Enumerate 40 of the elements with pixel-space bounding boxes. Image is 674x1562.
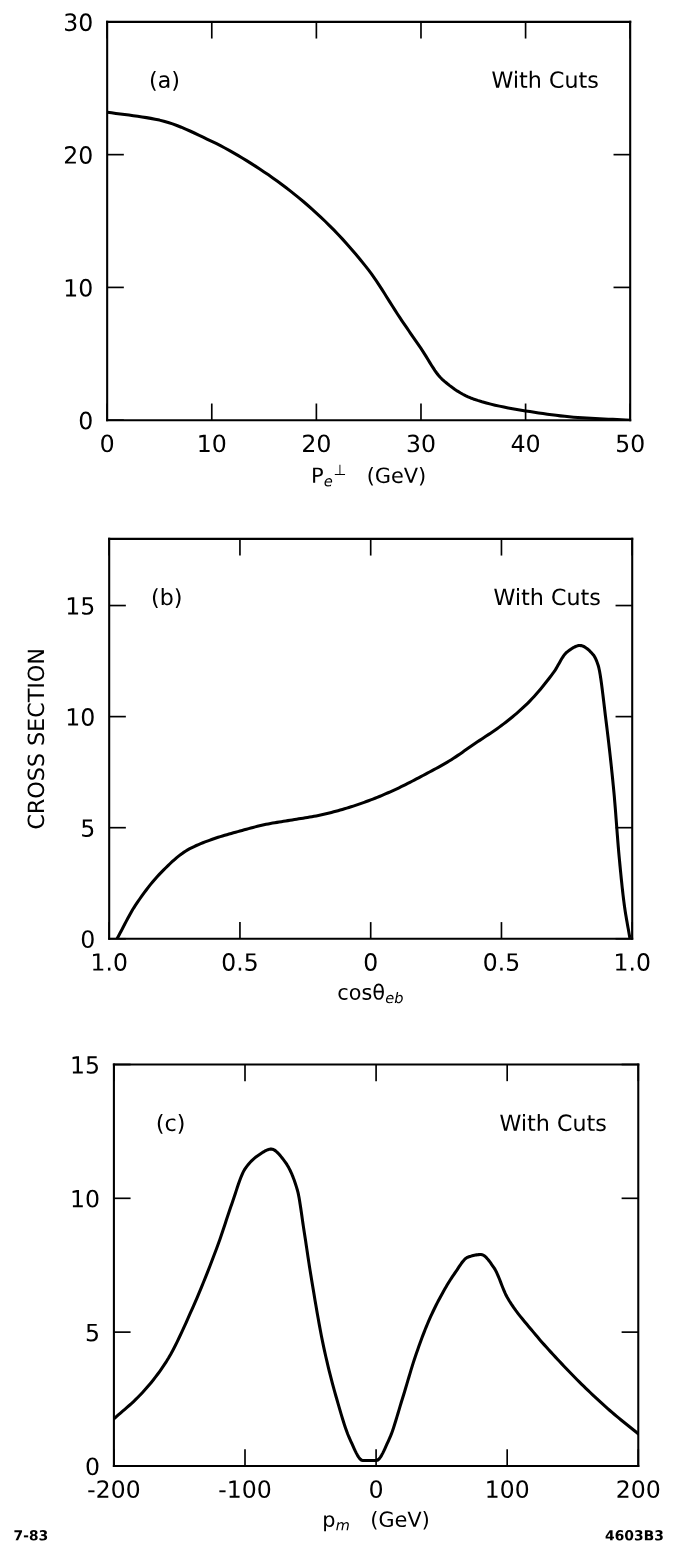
- x-tick-label: 200: [617, 1480, 660, 1499]
- y-tick-label: 30: [65, 13, 92, 32]
- y-tick-label: 5: [86, 1323, 98, 1342]
- annotation: With Cuts: [500, 1113, 606, 1132]
- text: 4603B3: [605, 1530, 663, 1541]
- y-tick-label: 10: [65, 278, 92, 297]
- y-tick-label: 10: [72, 1189, 99, 1208]
- x-tick-label: 1.0: [93, 953, 127, 971]
- x-tick-label: 100: [487, 1480, 529, 1499]
- x-tick-label: 0.5: [484, 953, 519, 971]
- y-tick-label: 15: [72, 1056, 98, 1074]
- x-tick-label: 0.5: [222, 953, 257, 971]
- x-tick-label: -200: [88, 1480, 140, 1499]
- text: p$_{m}$ (GeV): [324, 1511, 428, 1532]
- x-axis-title: cosθ$_{eb}$: [338, 983, 403, 1004]
- y-tick-label: 0: [79, 411, 92, 430]
- y-tick-label: 20: [64, 146, 92, 164]
- x-tick-label: 0: [101, 434, 114, 453]
- text: P$_{e}$$^{⊥}$ (GeV): [313, 464, 425, 487]
- y-tick-label: 0: [81, 930, 94, 949]
- text: 7-83: [14, 1530, 48, 1541]
- annotation: With Cuts: [494, 588, 600, 606]
- x-tick-label: 50: [616, 434, 644, 453]
- y-tick-label: 15: [67, 597, 94, 615]
- x-tick-label: 1.0: [616, 953, 650, 971]
- annotation: (c): [157, 1113, 184, 1134]
- x-tick-label: 40: [511, 434, 540, 453]
- y-axis-title: CROSS SECTION: [27, 650, 45, 829]
- x-tick-label: -100: [219, 1480, 271, 1499]
- x-tick-label: 0: [364, 953, 377, 971]
- y-tick-label: 10: [67, 708, 94, 726]
- annotation: With Cuts: [492, 70, 598, 89]
- x-tick-label: 20: [303, 434, 330, 453]
- x-tick-label: 0: [370, 1480, 383, 1499]
- annotation: (a): [150, 70, 179, 91]
- y-tick-label: 5: [82, 819, 94, 837]
- y-tick-label: 0: [86, 1457, 99, 1476]
- x-tick-label: 10: [199, 434, 226, 453]
- x-tick-label: 30: [407, 434, 435, 453]
- annotation: (b): [152, 588, 181, 608]
